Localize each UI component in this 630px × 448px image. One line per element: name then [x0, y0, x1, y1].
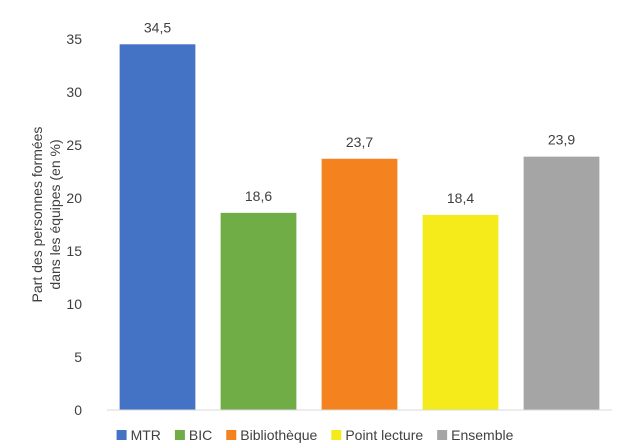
legend-item: MTR	[116, 427, 161, 443]
legend-item: Bibliothèque	[226, 427, 318, 443]
legend-swatch	[226, 430, 237, 440]
legend-item: Point lecture	[331, 427, 423, 443]
bar-point-lecture	[422, 214, 499, 410]
y-tick-label: 0	[74, 402, 82, 418]
y-axis-title-line: Part des personnes formées	[29, 127, 45, 303]
bar-ensemble	[523, 156, 600, 410]
legend-swatch	[331, 430, 342, 440]
bar-bic	[220, 212, 297, 410]
y-axis-title-line: dans les équipes (en %)	[47, 139, 63, 289]
y-axis-title: Part des personnes formées dans les équip…	[29, 127, 63, 303]
legend-label: Point lecture	[345, 427, 423, 443]
legend-item: Ensemble	[437, 427, 514, 443]
legend-label: MTR	[131, 427, 161, 443]
legend-swatch	[116, 430, 127, 440]
legend-label: BIC	[189, 427, 212, 443]
y-tick-label: 25	[66, 137, 82, 153]
data-label: 18,6	[245, 188, 272, 204]
bar-bibliothque	[321, 158, 398, 410]
y-tick-label: 20	[66, 190, 82, 206]
legend-item: BIC	[174, 427, 212, 443]
y-tick-label: 35	[66, 31, 82, 47]
y-tick-label: 15	[66, 243, 82, 259]
legend-label: Bibliothèque	[240, 427, 317, 443]
legend-swatch	[437, 430, 448, 440]
data-labels: 34,5 18,6 23,7 18,4 23,9	[144, 19, 575, 206]
bar-mtr	[119, 44, 196, 411]
data-label: 34,5	[144, 19, 171, 35]
data-label: 23,7	[346, 134, 373, 150]
y-tick-label: 30	[66, 84, 82, 100]
y-axis-ticks: 0 5 10 15 20 25 30 35	[66, 31, 82, 418]
legend: MTR BIC Bibliothèque Point lecture Ensemble	[116, 427, 514, 443]
data-label: 23,9	[548, 132, 575, 148]
bars	[119, 44, 600, 411]
data-label: 18,4	[447, 190, 474, 206]
y-tick-label: 10	[66, 296, 82, 312]
legend-label: Ensemble	[451, 427, 513, 443]
y-tick-label: 5	[74, 349, 82, 365]
legend-swatch	[174, 430, 185, 440]
